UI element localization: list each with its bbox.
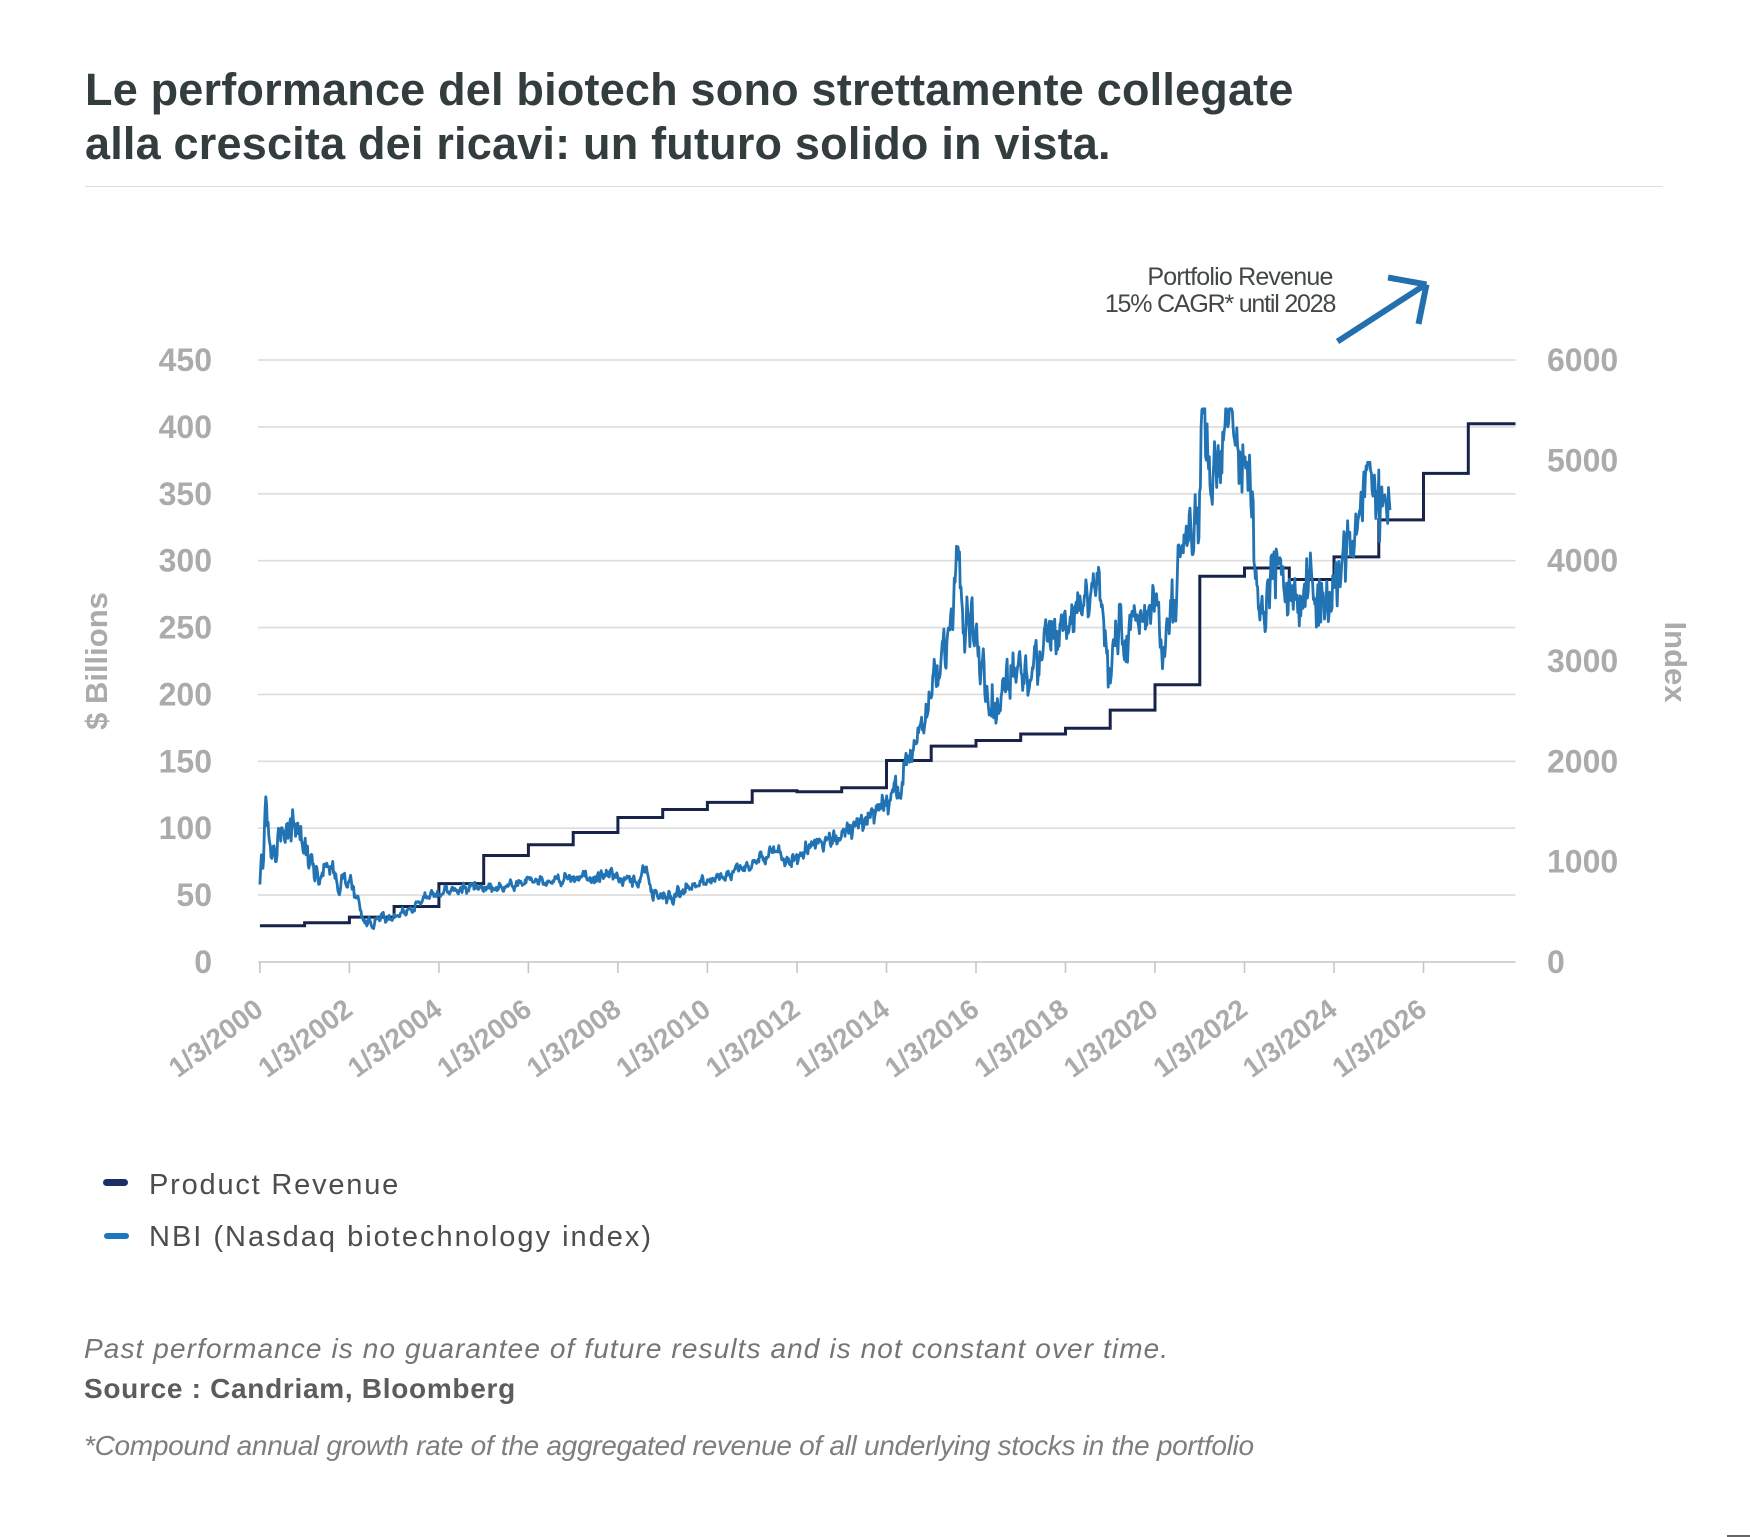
svg-text:250: 250 — [159, 610, 212, 646]
svg-text:0: 0 — [1547, 944, 1565, 980]
svg-text:1/3/2008: 1/3/2008 — [521, 993, 627, 1083]
svg-text:1/3/2004: 1/3/2004 — [342, 993, 448, 1084]
svg-text:1/3/2026: 1/3/2026 — [1326, 993, 1432, 1083]
svg-text:1/3/2024: 1/3/2024 — [1237, 993, 1343, 1084]
svg-text:1/3/2014: 1/3/2014 — [789, 993, 895, 1084]
svg-text:100: 100 — [159, 810, 212, 846]
svg-text:350: 350 — [159, 476, 212, 512]
svg-text:50: 50 — [176, 877, 212, 913]
svg-text:3000: 3000 — [1547, 643, 1618, 679]
svg-text:4000: 4000 — [1547, 543, 1618, 579]
svg-text:1/3/2006: 1/3/2006 — [431, 993, 537, 1083]
svg-text:1/3/2002: 1/3/2002 — [252, 993, 358, 1083]
svg-text:200: 200 — [159, 676, 212, 712]
svg-text:400: 400 — [159, 409, 212, 445]
svg-text:300: 300 — [159, 543, 212, 579]
svg-text:1/3/2010: 1/3/2010 — [610, 993, 716, 1083]
svg-text:1/3/2018: 1/3/2018 — [968, 993, 1074, 1083]
svg-text:$ Billions: $ Billions — [79, 592, 114, 730]
svg-text:150: 150 — [159, 743, 212, 779]
svg-text:Index: Index — [1658, 622, 1693, 704]
svg-text:450: 450 — [159, 342, 212, 378]
svg-text:1/3/2022: 1/3/2022 — [1147, 993, 1253, 1083]
svg-text:6000: 6000 — [1547, 342, 1618, 378]
svg-text:1/3/2012: 1/3/2012 — [700, 993, 806, 1083]
svg-text:5000: 5000 — [1547, 442, 1618, 478]
svg-text:1/3/2016: 1/3/2016 — [879, 993, 985, 1083]
svg-text:1/3/2000: 1/3/2000 — [163, 993, 269, 1083]
svg-text:2000: 2000 — [1547, 743, 1618, 779]
svg-text:0: 0 — [194, 944, 212, 980]
svg-text:1/3/2020: 1/3/2020 — [1058, 993, 1164, 1083]
svg-text:1000: 1000 — [1547, 844, 1618, 880]
